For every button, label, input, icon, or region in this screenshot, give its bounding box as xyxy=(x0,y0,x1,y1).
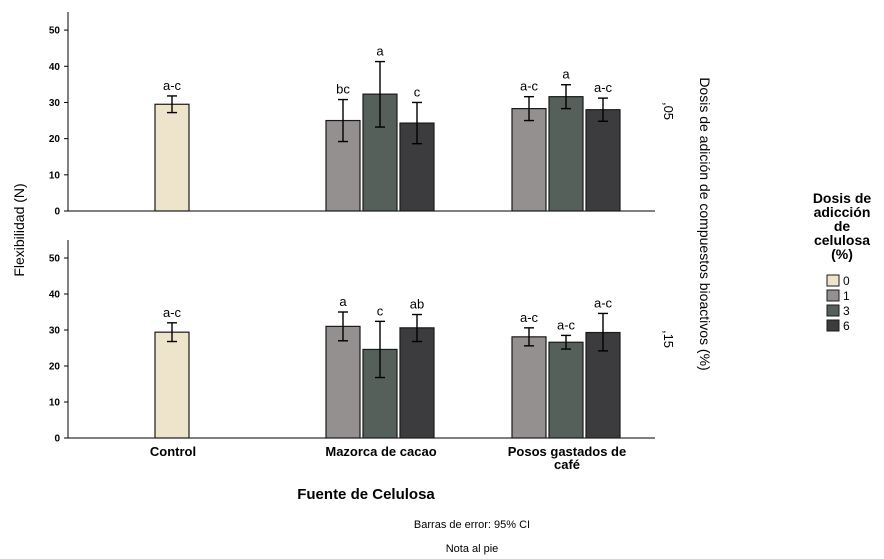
y-tick-label: 40 xyxy=(49,62,61,73)
bar xyxy=(548,341,584,439)
y-tick-label: 0 xyxy=(54,207,60,218)
chart-panels: 0 10 20 30 40 50 ,05 a-c bc a c a-c a a-c 0 10 20 30 40 50,… xyxy=(49,12,676,445)
legend-title-line: adicción xyxy=(814,204,871,220)
significance-label: a xyxy=(562,67,570,82)
legend-title-line: (%) xyxy=(831,246,853,262)
significance-label: a-c xyxy=(520,79,539,94)
x-axis-label: Fuente de Celulosa xyxy=(297,486,435,503)
significance-label: bc xyxy=(336,82,350,97)
y-tick-label: 20 xyxy=(49,362,61,373)
legend-item-label: 1 xyxy=(843,289,850,303)
x-category-label: Mazorca de cacao xyxy=(325,444,436,459)
panel-2: 0 10 20 30 40 50 ,15 a-c a c ab a-c a-c a-c xyxy=(49,240,676,445)
bar xyxy=(154,331,190,439)
significance-label: c xyxy=(414,84,421,99)
footnote: Nota al pie xyxy=(446,543,499,555)
x-category-label-line: café xyxy=(554,457,580,472)
legend-swatch xyxy=(826,289,840,302)
y-tick-label: 30 xyxy=(49,326,61,337)
x-category-labels: Control Mazorca de cacao Posos gastados de… xyxy=(150,444,626,472)
bar xyxy=(511,108,547,212)
x-category-label-line: Mazorca de cacao xyxy=(325,444,436,459)
significance-label: c xyxy=(377,303,384,318)
legend-swatch xyxy=(826,319,840,332)
significance-label: ab xyxy=(410,297,424,312)
legend-title-line: de xyxy=(834,218,851,234)
significance-label: a-c xyxy=(163,78,182,93)
legend-title-line: Dosis de xyxy=(813,190,872,206)
legend-item-label: 3 xyxy=(843,304,850,318)
y-tick-label: 40 xyxy=(49,290,61,301)
x-category-label-line: Control xyxy=(150,444,196,459)
significance-label: a-c xyxy=(163,305,182,320)
legend-item-label: 0 xyxy=(843,274,850,288)
significance-label: a-c xyxy=(594,295,613,310)
significance-label: a-c xyxy=(594,80,613,95)
y-axis-label: Flexibilidad (N) xyxy=(11,183,27,276)
y-tick-label: 30 xyxy=(49,98,61,109)
bar xyxy=(154,103,190,212)
y-tick-label: 50 xyxy=(49,254,61,265)
x-category-label-line: Posos gastados de xyxy=(508,444,626,459)
legend-title: Dosis de adicción de celulosa (%) xyxy=(813,190,872,262)
legend-swatch xyxy=(826,304,840,317)
significance-label: a xyxy=(376,44,384,59)
panel-1: 0 10 20 30 40 50 ,05 a-c bc a c a-c a a-c xyxy=(49,12,676,218)
bar xyxy=(585,109,621,212)
legend-title-line: celulosa xyxy=(814,232,870,248)
y-tick-label: 50 xyxy=(49,26,61,37)
significance-label: a-c xyxy=(557,317,576,332)
error-bar-note: Barras de error: 95% CI xyxy=(414,519,530,531)
bar xyxy=(548,96,584,212)
y-tick-label: 10 xyxy=(49,170,61,181)
panel-label: ,05 xyxy=(661,102,676,120)
x-category-label: Posos gastados de café xyxy=(508,444,626,472)
panel-label: ,15 xyxy=(661,330,676,348)
bar xyxy=(399,327,435,439)
panel-axis-label: Dosis de adición de compuestos bioactivo… xyxy=(697,77,713,370)
legend-swatch xyxy=(826,274,840,287)
y-tick-label: 0 xyxy=(54,434,60,445)
y-tick-label: 10 xyxy=(49,398,61,409)
bar xyxy=(511,336,547,439)
significance-label: a-c xyxy=(520,310,539,325)
bar xyxy=(325,325,361,439)
significance-label: a xyxy=(339,294,347,309)
legend-item-label: 6 xyxy=(843,319,850,333)
y-tick-label: 20 xyxy=(49,134,61,145)
x-category-label: Control xyxy=(150,444,196,459)
